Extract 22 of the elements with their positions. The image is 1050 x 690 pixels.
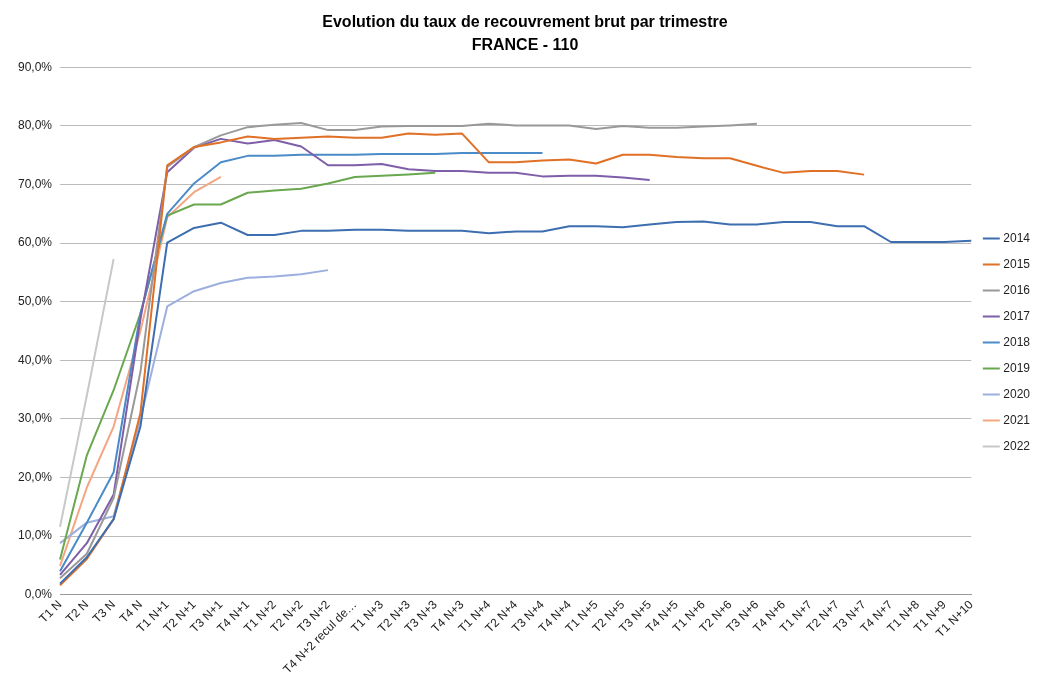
legend-label: 2021 [1003, 412, 1031, 427]
x-tick-label: T3 N [89, 597, 119, 626]
y-tick-label: 10,0% [17, 528, 53, 543]
legend-label: 2014 [1003, 230, 1031, 245]
chart-subtitle: FRANCE - 110 [471, 36, 579, 54]
y-tick-label: 70,0% [17, 176, 53, 191]
y-tick-label: 20,0% [17, 469, 53, 484]
legend-label: 2016 [1003, 282, 1031, 297]
legend-label: 2017 [1003, 308, 1031, 323]
legend-label: 2018 [1003, 334, 1031, 349]
legend-label: 2022 [1003, 438, 1031, 453]
y-tick-label: 40,0% [17, 352, 53, 367]
chart-title: Evolution du taux de recouvrement brut par trimestre [322, 13, 728, 31]
y-tick-label: 50,0% [17, 294, 53, 309]
y-tick-label: 60,0% [17, 235, 53, 250]
legend-label: 2019 [1003, 360, 1031, 375]
x-tick-label: T2 N [63, 597, 92, 626]
legend-label: 2020 [1003, 386, 1031, 401]
legend-label: 2015 [1003, 256, 1031, 271]
y-tick-label: 80,0% [17, 118, 53, 133]
y-tick-label: 90,0% [17, 59, 53, 74]
y-tick-label: 30,0% [17, 411, 53, 426]
